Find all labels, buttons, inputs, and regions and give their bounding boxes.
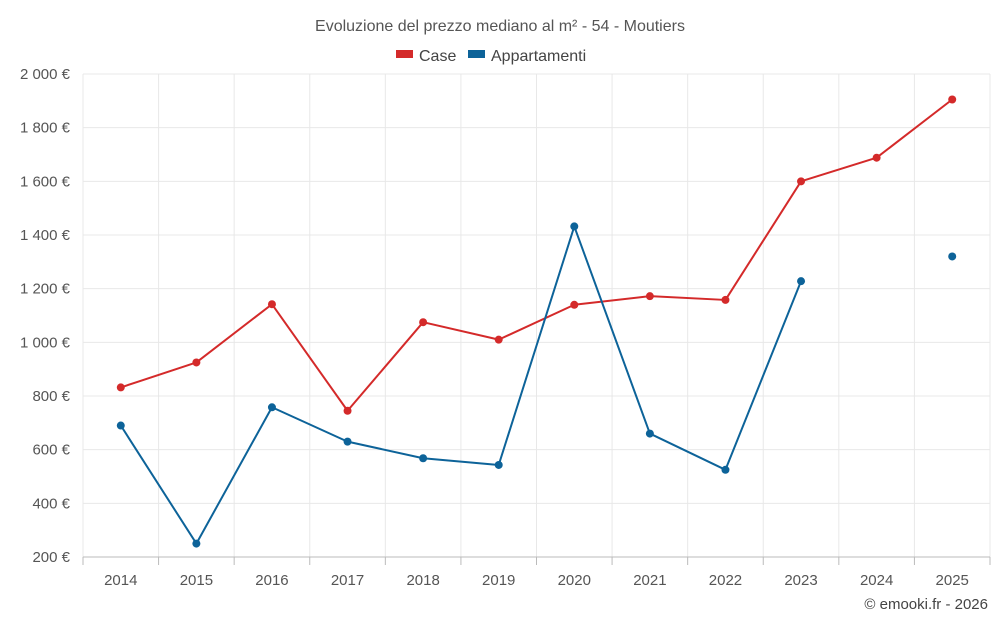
data-point[interactable] [267,300,276,309]
series-case [116,95,957,415]
series [116,95,957,548]
x-tick-label: 2018 [406,572,439,589]
data-point[interactable] [872,153,881,162]
data-point[interactable] [192,539,201,548]
data-point[interactable] [645,292,654,301]
data-point[interactable] [948,95,957,104]
y-tick-label: 1 600 € [20,173,71,190]
data-point[interactable] [343,406,352,415]
x-tick-label: 2021 [633,572,666,589]
y-tick-label: 200 € [32,549,70,566]
gridlines [82,73,991,557]
data-point[interactable] [192,358,201,367]
x-tick-label: 2025 [936,572,969,589]
data-point[interactable] [419,454,428,463]
x-axis-labels: 2014 2015 2016 2017 2018 2019 2020 2021 2022 2023… [104,572,969,589]
legend-swatch-case [396,50,413,58]
series-appartamenti [116,222,957,548]
x-tick-label: 2024 [860,572,893,589]
series-line [120,98,953,412]
data-point[interactable] [797,177,806,186]
data-point[interactable] [267,403,276,412]
data-point[interactable] [494,460,503,469]
legend-label-case[interactable]: Case [419,48,456,65]
series-line [119,225,802,545]
data-point[interactable] [116,421,125,430]
legend[interactable]: Case Appartamenti [396,48,586,65]
y-tick-label: 400 € [32,495,70,512]
y-axis-labels: 200 € 400 € 600 € 800 € 1 000 € 1 200 € 1 400 … [20,66,71,566]
x-tick-label: 2022 [709,572,742,589]
data-point[interactable] [645,429,654,438]
y-tick-label: 1 400 € [20,227,71,244]
legend-label-appartamenti[interactable]: Appartamenti [491,48,586,65]
y-tick-label: 800 € [32,388,70,405]
data-point[interactable] [419,318,428,327]
data-point[interactable] [721,295,730,304]
data-point[interactable] [116,383,125,392]
data-point[interactable] [343,437,352,446]
x-tick-label: 2014 [104,572,137,589]
data-point[interactable] [570,300,579,309]
chart-title: Evoluzione del prezzo mediano al m² - 54… [315,18,685,35]
data-point[interactable] [721,465,730,474]
y-tick-label: 2 000 € [20,66,71,83]
data-point[interactable] [494,335,503,344]
data-point[interactable] [797,277,806,286]
credit-text: © emooki.fr - 2026 [864,596,988,613]
y-tick-label: 1 200 € [20,281,71,298]
x-tick-label: 2017 [331,572,364,589]
data-point[interactable] [948,252,957,261]
y-tick-label: 1 000 € [20,334,71,351]
axes [82,556,991,565]
data-point[interactable] [570,222,579,231]
x-tick-label: 2015 [180,572,213,589]
x-tick-label: 2019 [482,572,515,589]
y-tick-label: 1 800 € [20,120,71,137]
x-tick-label: 2023 [784,572,817,589]
x-tick-label: 2020 [558,572,591,589]
x-tick-label: 2016 [255,572,288,589]
legend-swatch-appartamenti [468,50,485,58]
y-tick-label: 600 € [32,442,70,459]
